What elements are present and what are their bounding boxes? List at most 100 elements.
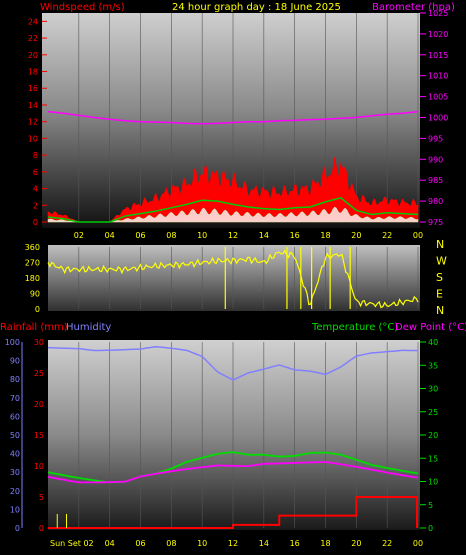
humidity-y-tick-label: 60 xyxy=(10,412,20,421)
wind-y-tick-label: 8 xyxy=(33,151,38,160)
wind-average-line xyxy=(47,196,419,223)
wind-y-tick-label: 6 xyxy=(33,168,38,177)
compass-label: N xyxy=(436,238,444,251)
header-left-title: Windspeed (m/s) xyxy=(40,2,125,13)
wind-y-tick-label: 16 xyxy=(28,84,38,93)
rainfall-y-tick-label: 5 xyxy=(39,493,44,502)
temperature-x-tick-label: Sun Set 02 xyxy=(50,539,94,548)
wind-y-tick-label: 14 xyxy=(28,101,38,110)
barometer-y-tick-label: 990 xyxy=(428,155,443,164)
humidity-y-tick-label: 70 xyxy=(10,394,20,403)
wind-y-tick-label: 12 xyxy=(28,118,38,127)
wind-x-tick-label: 10 xyxy=(197,231,207,240)
humidity-y-tick-label: 90 xyxy=(10,357,20,366)
dewpoint-line xyxy=(47,461,419,484)
temperature-y-tick-label: 15 xyxy=(428,454,438,463)
temperature-x-tick-label: 20 xyxy=(351,539,361,548)
rainfall-y-tick-label: 25 xyxy=(34,369,44,378)
wind-y-tick-label: 0 xyxy=(33,218,38,227)
wind-y-tick-label: 4 xyxy=(33,185,38,194)
compass-label: N xyxy=(436,304,444,317)
barometer-y-tick-label: 1020 xyxy=(428,30,448,39)
temperature-y-tick-label: 30 xyxy=(428,385,438,394)
temperature-y-tick-label: 10 xyxy=(428,478,438,487)
direction-plot-area xyxy=(48,245,420,311)
direction-y-tick-label: 360 xyxy=(25,243,40,252)
humidity-y-tick-label: 0 xyxy=(15,524,20,533)
humidity-y-tick-label: 10 xyxy=(10,505,20,514)
direction-y-tick-label: 90 xyxy=(30,290,40,299)
temperature-y-tick-label: 5 xyxy=(428,501,433,510)
wind-x-tick-label: 14 xyxy=(259,231,269,240)
temperature-axis-title: Temperature (°C) xyxy=(311,322,398,333)
rainfall-line xyxy=(48,496,418,529)
direction-y-tick-label: 0 xyxy=(35,305,40,314)
temperature-y-tick-label: 20 xyxy=(428,431,438,440)
wind-x-tick-label: 04 xyxy=(105,231,115,240)
wind-y-tick-label: 18 xyxy=(28,68,38,77)
temperature-x-tick-label: 18 xyxy=(320,539,330,548)
wind-x-tick-label: 22 xyxy=(382,231,392,240)
humidity-y-tick-label: 100 xyxy=(5,338,20,347)
barometer-y-tick-label: 975 xyxy=(428,218,443,227)
wind-x-tick-label: 00 xyxy=(413,231,423,240)
barometer-line xyxy=(47,110,419,125)
compass-label: E xyxy=(436,288,443,301)
temperature-plot-area xyxy=(48,340,420,530)
wind-y-tick-label: 22 xyxy=(28,34,38,43)
barometer-y-tick-label: 985 xyxy=(428,176,443,185)
temperature-x-tick-label: 12 xyxy=(228,539,238,548)
temperature-y-tick-label: 25 xyxy=(428,408,438,417)
direction-y-tick-label: 180 xyxy=(25,274,40,283)
compass-label: S xyxy=(436,271,443,284)
barometer-y-tick-label: 995 xyxy=(428,134,443,143)
humidity-line xyxy=(47,345,419,381)
barometer-y-tick-label: 1000 xyxy=(428,114,448,123)
temperature-y-tick-label: 40 xyxy=(428,338,438,347)
temperature-x-tick-label: 16 xyxy=(290,539,300,548)
temperature-x-tick-label: 10 xyxy=(197,539,207,548)
temperature-x-tick-label: 22 xyxy=(382,539,392,548)
compass-label: W xyxy=(436,255,447,268)
wind-y-tick-label: 2 xyxy=(33,201,38,210)
wind-x-tick-label: 20 xyxy=(351,231,361,240)
wind-x-tick-label: 12 xyxy=(228,231,238,240)
temperature-x-tick-label: 00 xyxy=(413,539,423,548)
temperature-y-tick-label: 0 xyxy=(428,524,433,533)
header-center-title: 24 hour graph day : 18 June 2025 xyxy=(172,2,341,13)
humidity-y-tick-label: 40 xyxy=(10,450,20,459)
humidity-y-tick-label: 20 xyxy=(10,487,20,496)
humidity-y-tick-label: 50 xyxy=(10,431,20,440)
dewpoint-axis-title: Dew Point (°C) xyxy=(395,322,466,333)
wind-x-tick-label: 06 xyxy=(135,231,145,240)
rainfall-y-tick-label: 30 xyxy=(34,338,44,347)
wind-y-tick-label: 20 xyxy=(28,51,38,60)
barometer-y-tick-label: 1025 xyxy=(428,9,448,18)
humidity-axis-title: Humidity xyxy=(66,322,111,333)
header-right-title: Barometer (hpa) xyxy=(372,2,455,13)
wind-y-tick-label: 24 xyxy=(28,17,38,26)
wind-direction-line xyxy=(47,249,419,309)
barometer-y-tick-label: 1015 xyxy=(428,51,448,60)
barometer-y-tick-label: 1010 xyxy=(428,72,448,81)
rainfall-y-tick-label: 15 xyxy=(34,431,44,440)
temperature-y-tick-label: 35 xyxy=(428,361,438,370)
wind-x-tick-label: 08 xyxy=(166,231,176,240)
barometer-y-tick-label: 980 xyxy=(428,197,443,206)
rainfall-y-tick-label: 10 xyxy=(34,462,44,471)
rainfall-axis-title: Rainfall (mm) xyxy=(0,322,68,333)
wind-x-tick-label: 18 xyxy=(320,231,330,240)
wind-y-tick-label: 10 xyxy=(28,134,38,143)
temperature-x-tick-label: 06 xyxy=(135,539,145,548)
humidity-y-tick-label: 80 xyxy=(10,375,20,384)
chart-marks: 0246810121416182022249759809859909951000… xyxy=(5,9,449,548)
rainfall-y-tick-label: 20 xyxy=(34,400,44,409)
temperature-x-tick-label: 08 xyxy=(166,539,176,548)
barometer-y-tick-label: 1005 xyxy=(428,93,448,102)
wind-x-tick-label: 16 xyxy=(290,231,300,240)
direction-y-tick-label: 270 xyxy=(25,259,40,268)
wind-x-tick-label: 02 xyxy=(74,231,84,240)
temperature-x-tick-label: 04 xyxy=(105,539,115,548)
rainfall-y-tick-label: 0 xyxy=(39,524,44,533)
temperature-x-tick-label: 14 xyxy=(259,539,269,548)
